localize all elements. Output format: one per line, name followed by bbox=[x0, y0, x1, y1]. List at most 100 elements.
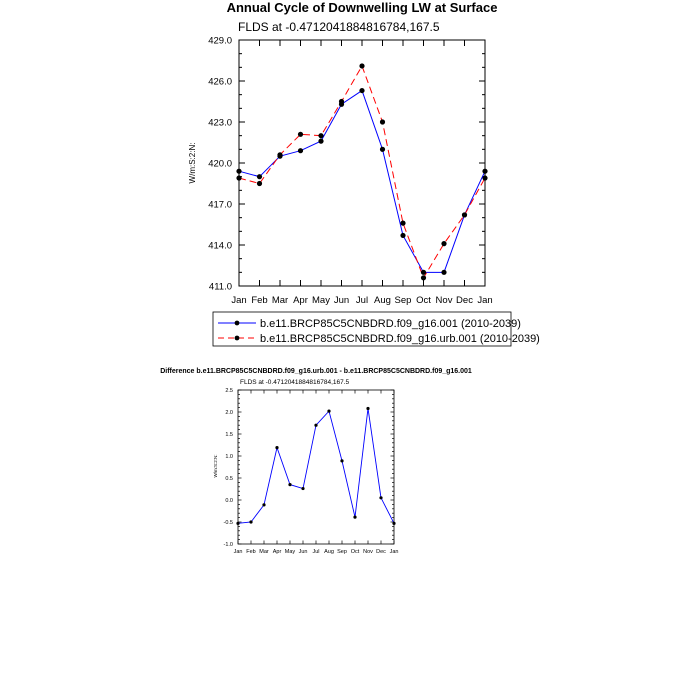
y-tick-label: 0.5 bbox=[225, 476, 233, 482]
series-1-point bbox=[392, 521, 396, 525]
x-tick-label: Jun bbox=[334, 295, 349, 306]
x-tick-label: Feb bbox=[246, 549, 255, 555]
bottom-chart-series bbox=[236, 406, 396, 525]
series-2-point bbox=[256, 180, 263, 187]
legend-label-series-1: b.e11.BRCP85C5CNBDRD.f09_g16.001 (2010-2… bbox=[260, 318, 521, 330]
series-1-point bbox=[359, 87, 365, 94]
x-tick-label: Nov bbox=[436, 295, 453, 306]
series-2-point bbox=[379, 119, 386, 125]
y-tick-label: 411.0 bbox=[209, 281, 232, 292]
series-1-point bbox=[256, 174, 263, 180]
series-1-point bbox=[366, 406, 370, 411]
x-tick-label: Jan bbox=[231, 295, 246, 306]
series-1-point bbox=[420, 269, 427, 275]
top-chart-title: Annual Cycle of Downwelling LW at Surfac… bbox=[227, 0, 498, 15]
series-1-point bbox=[327, 409, 331, 413]
series-1-point bbox=[379, 496, 383, 500]
x-tick-label: Mar bbox=[259, 549, 269, 555]
y-tick-label: 2.0 bbox=[225, 410, 233, 416]
series-2-point bbox=[441, 241, 447, 247]
y-tick-label: 417.0 bbox=[208, 199, 232, 210]
series-line-2 bbox=[238, 64, 486, 279]
bottom-chart-subtitle: FLDS at -0.4712041884816784,167.5 bbox=[240, 379, 350, 386]
x-tick-label: May bbox=[285, 549, 296, 555]
top-chart-tick-labels: Jan Feb Mar Apr May Jun Jul Aug Sep Oct Nov Dec Jan 4… bbox=[208, 35, 492, 306]
top-chart-frame bbox=[238, 39, 486, 287]
x-tick-label: Mar bbox=[272, 295, 288, 306]
y-tick-label: 1.5 bbox=[225, 432, 233, 438]
y-tick-label: 420.0 bbox=[208, 158, 232, 169]
x-tick-label: Nov bbox=[363, 549, 373, 555]
bottom-chart-frame bbox=[237, 389, 395, 545]
y-tick-label: 414.0 bbox=[208, 240, 232, 251]
x-tick-label: Jul bbox=[356, 295, 368, 306]
y-tick-label: -1.0 bbox=[224, 542, 233, 548]
series-2-point bbox=[318, 133, 324, 139]
series-1-point bbox=[318, 138, 324, 144]
x-tick-label: Dec bbox=[376, 549, 386, 555]
series-2-point bbox=[420, 275, 427, 281]
series-2-point bbox=[297, 131, 304, 137]
y-tick-label: 426.0 bbox=[208, 76, 232, 87]
series-1-point bbox=[314, 423, 318, 427]
legend-label-series-2: b.e11.BRCP85C5CNBDRD.f09_g16.urb.001 (20… bbox=[260, 333, 540, 345]
series-1-point bbox=[379, 146, 386, 152]
x-tick-label: Apr bbox=[273, 549, 282, 555]
series-2-point bbox=[359, 63, 365, 69]
legend-box bbox=[212, 311, 512, 347]
x-tick-label: Oct bbox=[351, 549, 360, 555]
series-1-point bbox=[288, 483, 292, 487]
series-1-point bbox=[482, 168, 488, 174]
bottom-chart-ticks bbox=[237, 389, 395, 545]
annual-cycle-chart: Annual Cycle of Downwelling LW at Surfac… bbox=[188, 0, 540, 347]
y-tick-label: 1.0 bbox=[225, 454, 233, 460]
x-tick-label: Oct bbox=[416, 295, 431, 306]
y-tick-label: 0.0 bbox=[225, 498, 233, 504]
series-2-point bbox=[338, 98, 345, 105]
y-tick-label: 2.5 bbox=[225, 388, 233, 394]
x-tick-label: Jun bbox=[299, 549, 308, 555]
series-1-point bbox=[340, 459, 344, 463]
x-tick-label: Jul bbox=[312, 549, 319, 555]
y-tick-label: 423.0 bbox=[208, 117, 232, 128]
bottom-chart-ylabel: W/m:S:2:N: bbox=[213, 454, 218, 477]
series-line-1 bbox=[238, 89, 486, 273]
series-1-point bbox=[236, 521, 240, 525]
x-tick-label: Apr bbox=[293, 295, 308, 306]
x-tick-label: Jan bbox=[390, 549, 399, 555]
x-tick-label: Sep bbox=[395, 295, 412, 306]
bottom-chart-tick-labels: Jan Feb Mar Apr May Jun Jul Aug Sep Oct Nov Dec Jan-… bbox=[224, 388, 399, 555]
top-chart-series bbox=[236, 63, 488, 281]
top-chart-ticks bbox=[238, 39, 486, 287]
x-tick-label: Jan bbox=[234, 549, 243, 555]
series-1-point bbox=[297, 148, 304, 154]
series-1-point bbox=[275, 446, 279, 450]
series-2-point bbox=[277, 152, 283, 158]
x-tick-label: Aug bbox=[324, 549, 334, 555]
legend-marker-series-1 bbox=[234, 320, 240, 326]
series-2-point bbox=[236, 175, 242, 181]
series-1-point bbox=[441, 269, 447, 275]
difference-chart: Difference b.e11.BRCP85C5CNBDRD.f09_g16.… bbox=[160, 368, 472, 555]
x-tick-label: Jan bbox=[477, 295, 492, 306]
series-1-point bbox=[236, 168, 242, 174]
x-tick-label: May bbox=[312, 295, 330, 306]
top-chart-subtitle: FLDS at -0.4712041884816784,167.5 bbox=[238, 20, 440, 34]
series-2-point bbox=[482, 175, 488, 181]
series-1-point bbox=[301, 486, 305, 491]
legend-marker-series-2 bbox=[234, 335, 240, 341]
top-chart-ylabel: W/m:S:2:N: bbox=[188, 143, 197, 184]
x-tick-label: Sep bbox=[337, 549, 347, 555]
y-tick-label: 429.0 bbox=[208, 35, 232, 46]
x-tick-label: Dec bbox=[456, 295, 473, 306]
bottom-chart-title: Difference b.e11.BRCP85C5CNBDRD.f09_g16.… bbox=[160, 368, 472, 375]
x-tick-label: Aug bbox=[374, 295, 391, 306]
x-tick-label: Feb bbox=[251, 295, 267, 306]
series-1-point bbox=[249, 520, 253, 524]
series-1-point bbox=[400, 232, 406, 239]
top-chart-legend: b.e11.BRCP85C5CNBDRD.f09_g16.001 (2010-2… bbox=[212, 311, 540, 347]
series-1-point bbox=[262, 503, 266, 507]
series-1-point bbox=[353, 515, 357, 519]
y-tick-label: -0.5 bbox=[224, 520, 233, 526]
